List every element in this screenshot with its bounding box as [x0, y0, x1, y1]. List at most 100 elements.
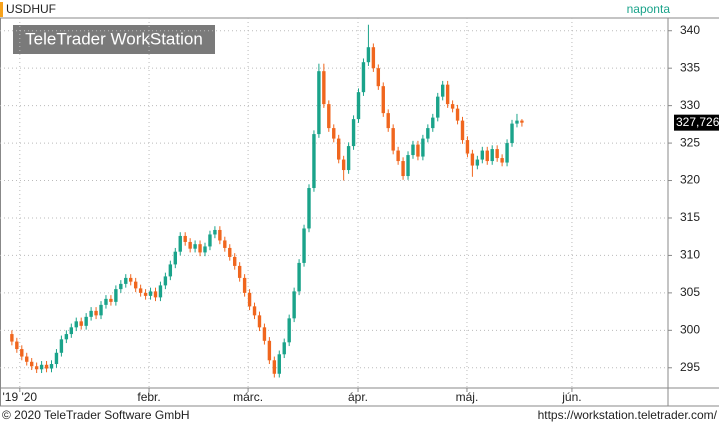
candle-body: [138, 288, 143, 293]
candle-body: [445, 84, 450, 105]
x-tick-label: máj.: [456, 390, 479, 404]
y-tick-label: 340: [680, 23, 700, 37]
candle-body: [317, 71, 321, 135]
candle-body: [203, 246, 207, 253]
candle-body: [173, 251, 177, 265]
candle-body: [411, 144, 415, 156]
y-tick-label: 325: [680, 135, 700, 149]
candle-body: [223, 240, 227, 248]
candle-body: [129, 277, 133, 282]
candle-body: [460, 120, 465, 141]
candle-body: [252, 306, 257, 316]
candle-body: [183, 235, 187, 242]
candle-body: [168, 264, 173, 277]
candle-body: [510, 123, 514, 144]
candle-body: [322, 71, 326, 105]
candle-body: [188, 241, 192, 249]
candle-body: [455, 108, 460, 121]
candle-body: [109, 298, 113, 302]
candle-body: [158, 285, 163, 298]
candle-body: [228, 247, 232, 257]
y-tick-label: 315: [680, 210, 700, 224]
candle-body: [327, 104, 331, 129]
candle-body: [505, 143, 509, 163]
candle-body: [218, 229, 222, 241]
candle-body: [485, 150, 489, 162]
candle-body: [79, 321, 83, 326]
candle-body: [436, 96, 440, 118]
candle-body: [44, 364, 49, 369]
candle-body: [15, 341, 19, 350]
candle-body: [153, 291, 158, 298]
watermark-box: [13, 25, 215, 54]
symbol-marker: [0, 2, 3, 17]
candle-body: [39, 364, 44, 370]
candle-body: [287, 318, 291, 343]
candle-body: [242, 277, 247, 293]
candle-body: [74, 321, 78, 328]
y-tick-label: 320: [680, 173, 700, 187]
candle-body: [351, 119, 356, 147]
candle-body: [99, 304, 103, 316]
candle-body: [213, 229, 217, 235]
candle-body: [515, 120, 519, 124]
candle-body: [297, 262, 301, 292]
candle-body: [490, 149, 494, 162]
candle-body: [59, 339, 64, 353]
candle-body: [386, 113, 390, 129]
candle-body: [84, 316, 88, 326]
candle-body: [371, 47, 376, 69]
candle-body: [277, 354, 281, 374]
candle-body: [401, 161, 405, 177]
x-tick-label: jún.: [561, 390, 581, 404]
candle-body: [426, 128, 430, 139]
candle-body: [49, 364, 54, 369]
candle-body: [143, 292, 148, 296]
candle-body: [94, 310, 98, 316]
candle-body: [361, 62, 366, 93]
candle-body: [480, 150, 485, 160]
interval: naponta: [627, 2, 671, 16]
candle-body: [376, 68, 381, 87]
candle-body: [470, 153, 475, 166]
symbol: USDHUF: [6, 2, 56, 16]
candle-body: [416, 144, 420, 157]
candle-body: [233, 256, 237, 266]
candle-body: [272, 360, 277, 374]
candle-body: [406, 155, 410, 177]
candle-body: [366, 47, 371, 63]
candle-body: [208, 234, 212, 247]
candle-body: [312, 134, 316, 189]
candle-body: [178, 235, 182, 252]
candle-body: [119, 283, 123, 290]
candle-body: [237, 265, 242, 278]
candle-body: [302, 228, 306, 263]
candle-body: [391, 128, 395, 151]
candle-body: [247, 292, 252, 307]
y-tick-label: 330: [680, 98, 700, 112]
watermark: TeleTrader WorkStation: [25, 29, 203, 48]
candle-body: [20, 349, 24, 357]
y-tick-label: 305: [680, 285, 700, 299]
candle-body: [89, 310, 93, 317]
candle-body: [124, 277, 128, 284]
candle-body: [25, 356, 29, 362]
candle-body: [440, 84, 445, 97]
candle-body: [267, 340, 272, 361]
candle-body: [495, 149, 499, 159]
candle-body: [69, 327, 74, 335]
x-tick-label: '19 '20: [2, 390, 37, 404]
candle-body: [133, 281, 138, 289]
candle-body: [341, 159, 346, 171]
candle-body: [29, 361, 34, 367]
x-tick-label: febr.: [137, 390, 160, 404]
candle-body: [148, 291, 153, 296]
footer-right: https://workstation.teletrader.com/: [538, 408, 718, 422]
candle-body: [337, 138, 341, 160]
candle-body: [381, 86, 385, 114]
candle-body: [114, 289, 118, 302]
candle-body: [421, 138, 425, 157]
candle-body: [396, 150, 400, 162]
